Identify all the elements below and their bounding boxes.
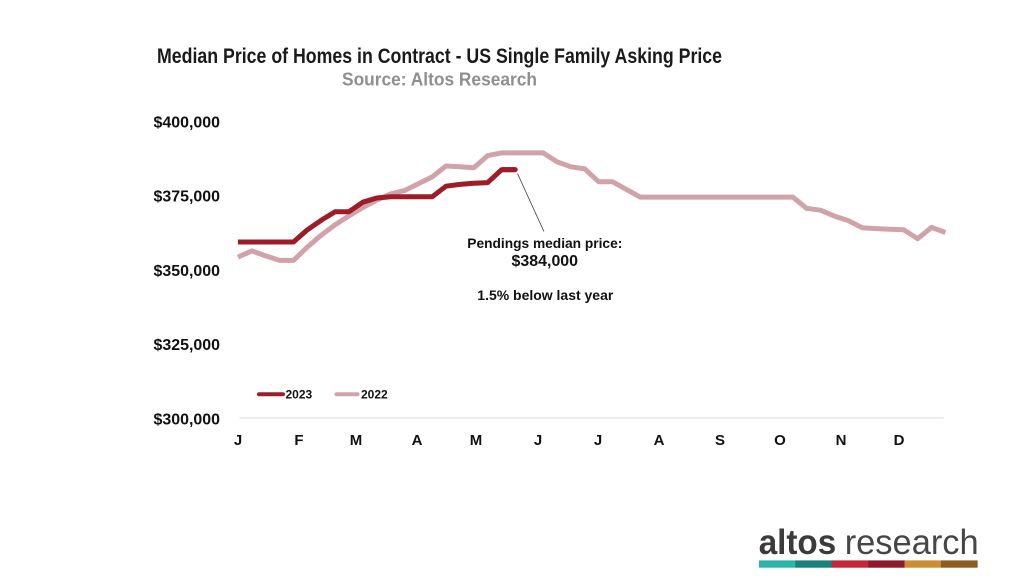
svg-text:Source: Altos Research: Source: Altos Research <box>342 68 537 89</box>
svg-text:$400,000: $400,000 <box>154 114 221 131</box>
svg-text:J: J <box>534 432 542 449</box>
svg-text:A: A <box>654 432 665 449</box>
svg-text:$384,000: $384,000 <box>512 253 579 270</box>
svg-text:F: F <box>294 432 303 449</box>
svg-text:research: research <box>845 523 979 562</box>
svg-text:Median Price of Homes in Contr: Median Price of Homes in Contract - US S… <box>157 44 722 68</box>
svg-text:A: A <box>412 432 423 449</box>
svg-text:D: D <box>894 432 905 449</box>
svg-text:O: O <box>774 432 786 449</box>
svg-text:$300,000: $300,000 <box>154 411 221 428</box>
svg-text:2023: 2023 <box>286 388 313 402</box>
svg-text:$375,000: $375,000 <box>154 189 221 206</box>
svg-text:1.5% below last year: 1.5% below last year <box>477 287 614 303</box>
svg-text:Pendings median price:: Pendings median price: <box>467 235 622 251</box>
svg-text:J: J <box>594 432 602 449</box>
svg-text:2022: 2022 <box>361 388 388 402</box>
svg-text:$325,000: $325,000 <box>154 337 221 354</box>
svg-text:M: M <box>350 432 363 449</box>
svg-text:J: J <box>234 432 242 449</box>
svg-text:M: M <box>470 432 483 449</box>
svg-text:altos: altos <box>759 523 837 562</box>
svg-text:S: S <box>715 432 725 449</box>
svg-text:N: N <box>836 432 847 449</box>
svg-text:$350,000: $350,000 <box>154 263 221 280</box>
